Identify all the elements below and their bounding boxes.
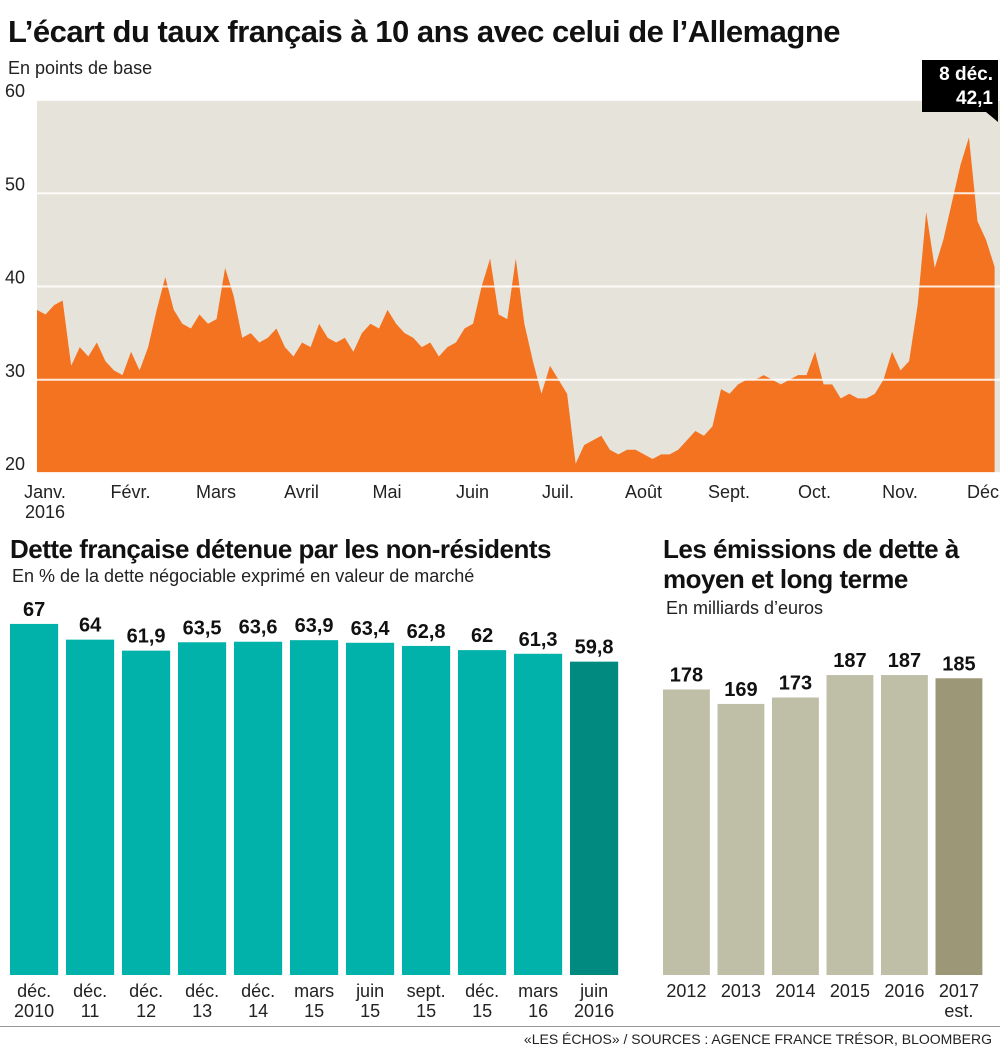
bar [10, 623, 59, 975]
value-label: 59,8 [575, 637, 614, 659]
value-label: 63,9 [295, 615, 334, 637]
y-tick-label: 40 [5, 268, 25, 288]
annotation-box [922, 60, 998, 112]
x-tick-label: juin 15 [355, 981, 384, 1021]
value-label: 64 [79, 615, 102, 637]
bar [290, 640, 339, 975]
y-tick-label: 50 [5, 174, 25, 194]
value-label: 178 [670, 664, 703, 686]
x-tick-label: Juil. [542, 482, 574, 502]
annotation-date: 8 déc. [939, 64, 993, 85]
x-tick-label: 2016 [884, 981, 924, 1001]
x-tick-label: 2012 [666, 981, 706, 1001]
value-label: 187 [833, 650, 866, 672]
bar [881, 675, 928, 975]
x-tick-label: juin 2016 [574, 981, 614, 1021]
value-label: 62 [471, 625, 493, 647]
y-tick-label: 30 [5, 361, 25, 381]
annotation-value: 42,1 [956, 88, 993, 109]
bar [717, 703, 765, 975]
bar [935, 678, 983, 975]
x-tick-label: 2017 est. [939, 981, 979, 1021]
value-label: 187 [888, 650, 921, 672]
footer-rule [0, 1026, 1000, 1027]
x-tick-label: Janv. 2016 [24, 482, 66, 522]
chart-title: L’écart du taux français à 10 ans avec c… [8, 14, 841, 49]
x-tick-label: Mai [372, 482, 401, 502]
y-tick-label: 60 [5, 81, 25, 101]
x-tick-label: 2015 [830, 981, 870, 1001]
source: «LES ÉCHOS» / SOURCES : AGENCE FRANCE TR… [523, 1031, 992, 1047]
value-label: 62,8 [407, 621, 446, 643]
chart-title: Les émissions de dette à moyen et long t… [663, 534, 959, 594]
area [37, 137, 995, 474]
x-tick-label: Déc. [967, 482, 1000, 502]
x-tick-label: Avril [284, 482, 319, 502]
bar [772, 697, 819, 975]
annotation: 8 déc. 42,1 [922, 60, 998, 122]
x-tick-label: déc. 13 [185, 981, 219, 1021]
bar [234, 641, 283, 975]
x-tick-label: Juin [456, 482, 489, 502]
chart-subtitle: En % de la dette négociable exprimé en v… [12, 566, 475, 586]
x-tick-label: déc. 11 [73, 981, 107, 1021]
x-tick-label: mars 15 [294, 981, 334, 1021]
bar [663, 689, 710, 975]
x-tick-label: 2013 [721, 981, 761, 1001]
value-label: 63,5 [183, 617, 222, 639]
value-label: 63,4 [351, 618, 391, 640]
x-tick-label: Févr. [110, 482, 150, 502]
value-label: 63,6 [239, 617, 278, 639]
x-tick-label: déc. 14 [241, 981, 275, 1021]
value-label: 173 [779, 673, 812, 695]
x-tick-label: Sept. [708, 482, 750, 502]
chart-subtitle: En milliards d’euros [666, 598, 824, 618]
annotation-pointer [986, 112, 998, 122]
x-tick-label: Mars [196, 482, 236, 502]
x-tick-label: déc. 2010 [14, 981, 54, 1021]
x-tick-label: mars 16 [518, 981, 558, 1021]
value-label: 61,3 [519, 629, 558, 651]
x-tick-label: déc. 12 [129, 981, 163, 1021]
value-label: 169 [724, 679, 757, 701]
value-label: 185 [942, 653, 975, 675]
bar [402, 645, 451, 975]
bar [458, 650, 507, 975]
value-label: 61,9 [127, 626, 166, 648]
bar [66, 639, 115, 975]
x-tick-label: déc. 15 [465, 981, 499, 1021]
bar [514, 653, 563, 975]
value-label: 67 [23, 599, 45, 621]
bar [346, 642, 395, 975]
x-tick-label: 2014 [775, 981, 815, 1001]
x-tick-label: Août [625, 482, 662, 502]
x-tick-label: Oct. [798, 482, 831, 502]
x-tick-label: Nov. [882, 482, 918, 502]
y-tick-label: 20 [5, 454, 25, 474]
bar [122, 650, 171, 975]
bar [570, 661, 619, 975]
bar [178, 642, 227, 975]
chart-title: Dette française détenue par les non-rési… [10, 534, 552, 564]
chart-subtitle: En points de base [8, 58, 153, 78]
bar [826, 675, 874, 975]
x-tick-label: sept. 15 [407, 981, 446, 1021]
